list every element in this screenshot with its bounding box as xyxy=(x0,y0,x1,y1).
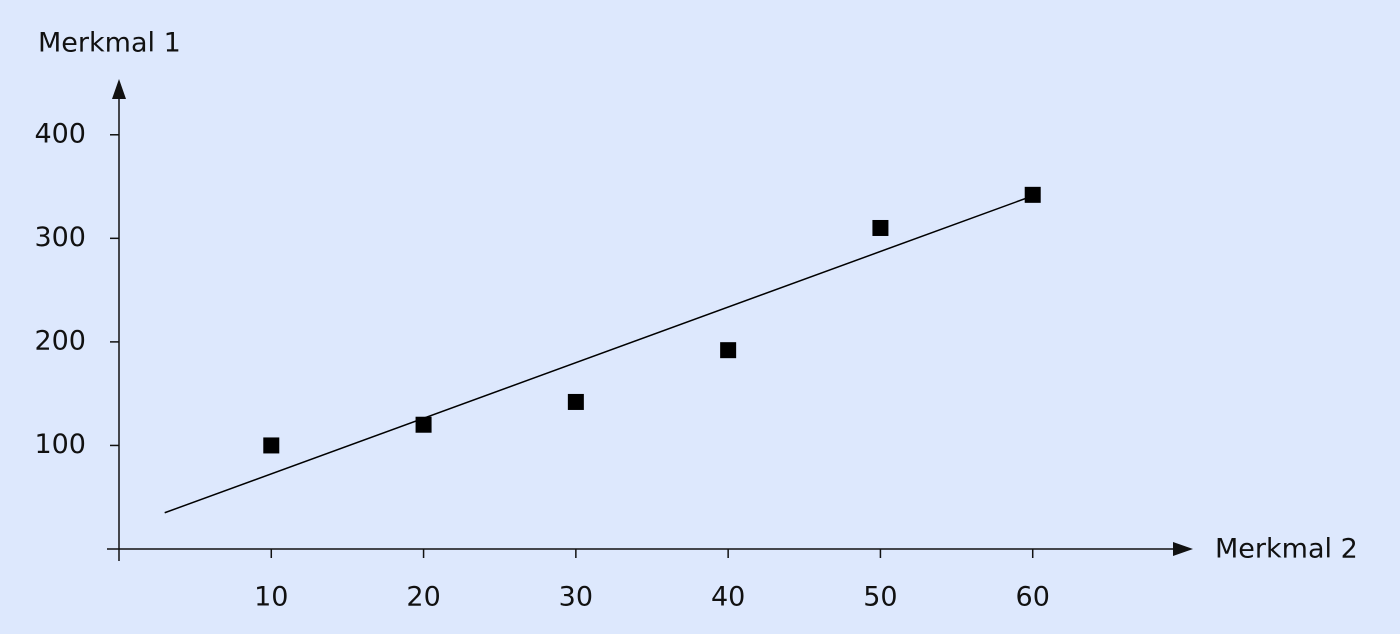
x-tick-label: 30 xyxy=(559,582,593,613)
point xyxy=(263,437,280,454)
point xyxy=(720,342,737,359)
y-tick-label: 300 xyxy=(34,222,86,253)
y-tick-label: 100 xyxy=(34,429,86,460)
x-tick-label: 10 xyxy=(254,582,288,613)
x-tick-label: 20 xyxy=(406,582,440,613)
x-tick-label: 60 xyxy=(1016,582,1050,613)
point xyxy=(872,219,889,236)
point xyxy=(1024,186,1041,203)
point xyxy=(567,393,584,410)
y-tick-label: 400 xyxy=(34,118,86,149)
x-axis-arrow xyxy=(1173,542,1193,556)
x-tick-label: 50 xyxy=(863,582,897,613)
y-axis-arrow xyxy=(112,79,126,99)
y-tick-label: 200 xyxy=(34,325,86,356)
point xyxy=(415,416,432,433)
x-tick-label: 40 xyxy=(711,582,745,613)
x-axis-label: Merkmal 2 xyxy=(1215,534,1358,565)
y-axis-label: Merkmal 1 xyxy=(38,28,181,59)
trend-line xyxy=(164,195,1033,514)
